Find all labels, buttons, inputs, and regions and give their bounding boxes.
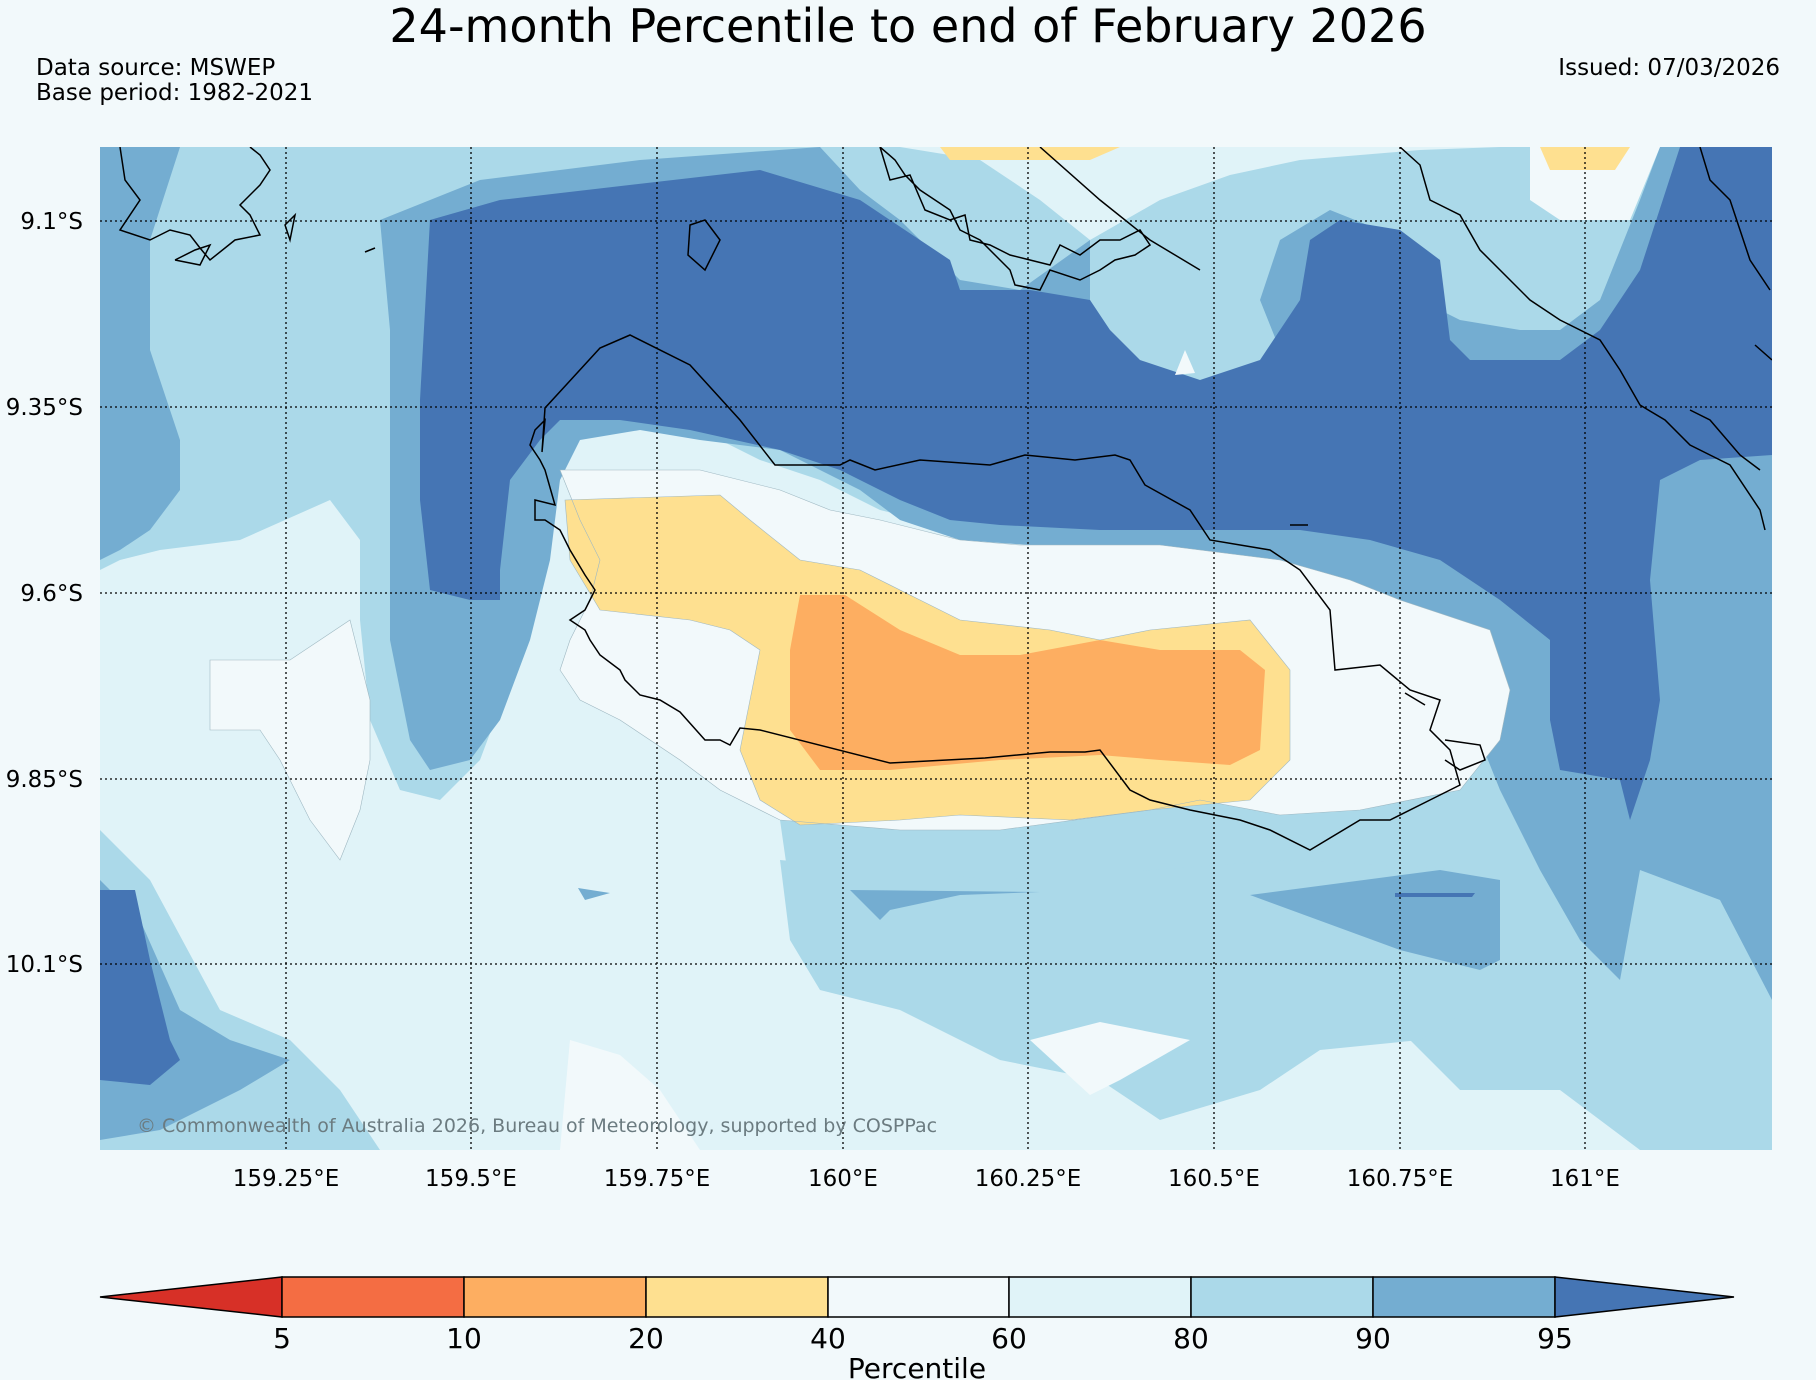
- colorbar-10-20: [463, 1276, 647, 1318]
- colorbar-80-90: [1190, 1276, 1374, 1318]
- colorbar-above-95: [1554, 1276, 1735, 1318]
- lon-label: 160.75°E: [1347, 1166, 1454, 1192]
- colorbar-90-95: [1372, 1276, 1556, 1318]
- colorbar-label: Percentile: [848, 1352, 986, 1380]
- lat-label: 9.35°S: [6, 395, 83, 421]
- base-period-label: Base period: 1982-2021: [36, 80, 314, 106]
- colorbar-tick: 80: [1173, 1322, 1209, 1355]
- colorbar-60-80: [1008, 1276, 1192, 1318]
- colorbar-tick: 20: [628, 1322, 664, 1355]
- data-source-label: Data source: MSWEP: [36, 55, 276, 81]
- lon-label: 160.25°E: [975, 1166, 1082, 1192]
- lon-label: 160°E: [808, 1166, 878, 1192]
- lat-label: 9.85°S: [6, 767, 83, 793]
- regions-above-95: [100, 147, 1772, 1085]
- lat-label: 10.1°S: [6, 952, 83, 978]
- latitude-labels: 9.1°S 9.35°S 9.6°S 9.85°S 10.1°S: [6, 209, 83, 978]
- colorbar-ticks: 5 10 20 40 60 80 90 95 Percentile: [273, 1322, 1573, 1380]
- colorbar-tick: 60: [991, 1322, 1027, 1355]
- copyright-notice: © Commonwealth of Australia 2026, Bureau…: [137, 1115, 938, 1137]
- lon-label: 160.5°E: [1168, 1166, 1260, 1192]
- lon-label: 159.25°E: [233, 1166, 340, 1192]
- colorbar-tick: 95: [1537, 1322, 1573, 1355]
- coastline-main-island: [529, 334, 1461, 851]
- colorbar-tick: 40: [810, 1322, 846, 1355]
- issued-date-label: Issued: 07/03/2026: [1558, 55, 1780, 81]
- colorbar: [99, 1276, 1735, 1318]
- lon-label: 159.5°E: [425, 1166, 517, 1192]
- contour-lines: [209, 469, 1511, 861]
- colorbar-tick: 10: [446, 1322, 482, 1355]
- graticule: [100, 147, 1772, 1150]
- colorbar-20-40: [645, 1276, 829, 1318]
- lat-label: 9.6°S: [20, 581, 83, 607]
- coastlines: [118, 147, 1772, 851]
- lon-label: 161°E: [1550, 1166, 1620, 1192]
- longitude-labels: 159.25°E 159.5°E 159.75°E 160°E 160.25°E…: [233, 1166, 1620, 1192]
- map-area: [100, 147, 1772, 1150]
- colorbar-40-60: [827, 1276, 1010, 1318]
- colorbar-below-5: [99, 1276, 283, 1318]
- colorbar-tick: 5: [273, 1322, 291, 1355]
- lon-label: 159.75°E: [604, 1166, 711, 1192]
- colorbar-tick: 90: [1355, 1322, 1391, 1355]
- chart-title: 24-month Percentile to end of February 2…: [389, 0, 1427, 53]
- lat-label: 9.1°S: [20, 209, 83, 235]
- colorbar-5-10: [281, 1276, 465, 1318]
